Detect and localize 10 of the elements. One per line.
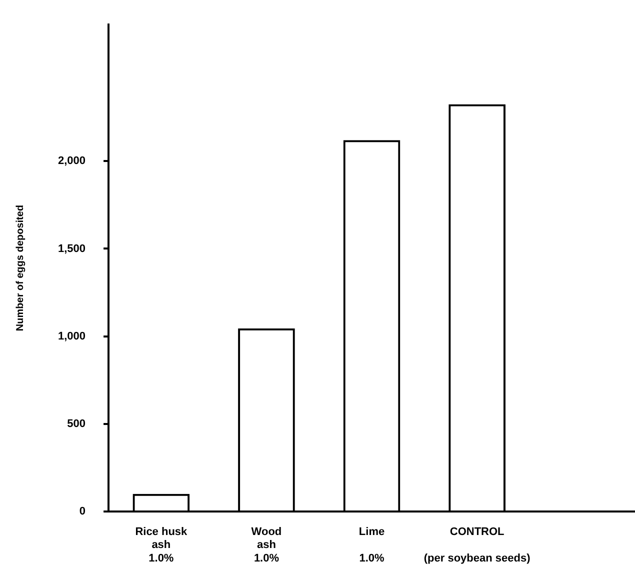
y-tick-label: 1,000 [58, 330, 86, 342]
y-tick-label: 2,000 [58, 155, 86, 168]
x-tick-label: Rice husk ash 1.0% [135, 526, 188, 564]
category-label: CONTROL (per soybean seeds) [424, 526, 530, 564]
y-axis-title: Number of eggs deposited [14, 204, 26, 332]
x-tick-label: Wood ash 1.0% [251, 526, 282, 564]
y-tick-label: 1,500 [58, 242, 86, 255]
y-tick-label: 500 [67, 418, 86, 430]
y-tick-label: 0 [79, 505, 86, 518]
category-label: Lime 1.0% [358, 526, 385, 564]
